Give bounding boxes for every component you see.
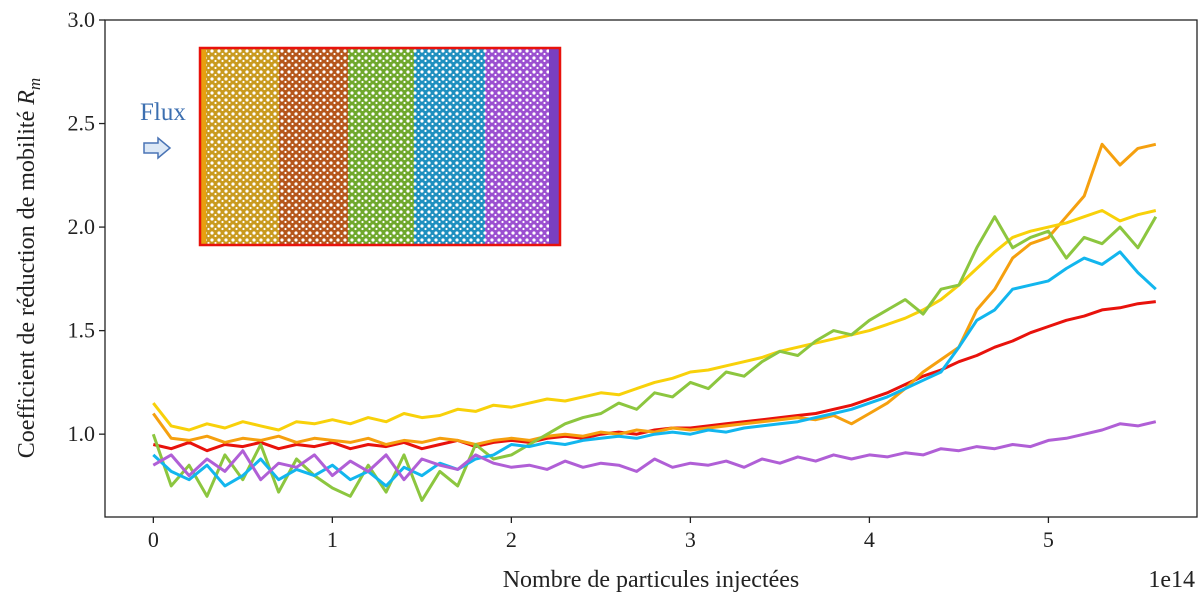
x-tick-label: 5 [1043,527,1054,552]
x-tick-label: 4 [864,527,875,552]
y-label-text: Coefficient de réduction de mobilité [14,111,40,458]
series-line [152,209,1157,432]
y-label-symbol: R [14,90,40,106]
x-axis-label: Nombre de particules injectées [503,567,800,593]
inset-label: Flux [140,99,186,126]
y-tick-label: 2.0 [68,214,96,239]
x-tick-label: 2 [506,527,517,552]
plot-area [151,142,1158,502]
x-tick-label: 0 [148,527,159,552]
y-label-subscript: m [25,78,44,90]
series-line [152,300,1156,453]
y-axis-label: Coefficient de réduction de mobilité Rm [14,78,44,458]
y-tick-label: 1.0 [68,421,96,446]
series-line [151,215,1158,502]
y-tick-label: 2.5 [68,111,96,136]
x-tick-label: 1 [327,527,338,552]
series-line [152,420,1157,482]
y-tick-label: 1.5 [68,318,96,343]
x-tick-label: 3 [685,527,696,552]
plot-frame [104,19,1198,518]
series-line [152,142,1157,446]
x-offset-label: 1e14 [1148,567,1195,593]
inset: Flux [140,46,562,247]
series-line [152,250,1157,488]
y-tick-label: 3.0 [68,7,96,32]
